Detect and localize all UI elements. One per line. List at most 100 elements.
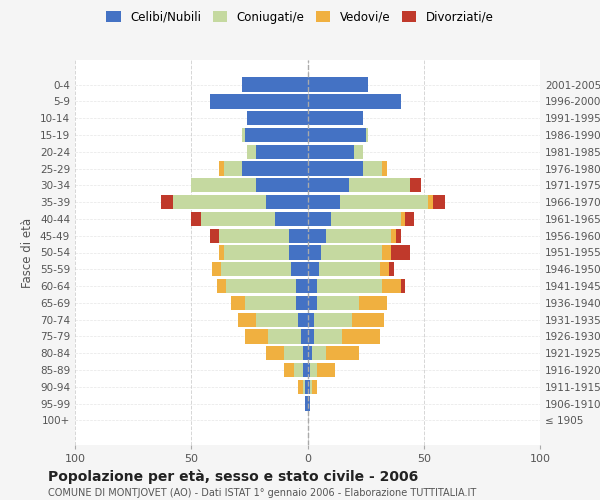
Bar: [268, 330, 301, 344]
Bar: [247, 111, 308, 126]
Bar: [191, 178, 256, 192]
Bar: [401, 212, 405, 226]
Bar: [308, 78, 368, 92]
Bar: [359, 296, 386, 310]
Bar: [382, 246, 391, 260]
Bar: [242, 162, 308, 175]
Bar: [210, 94, 308, 108]
Bar: [296, 296, 308, 310]
Bar: [405, 212, 415, 226]
Bar: [296, 279, 308, 293]
Bar: [275, 212, 308, 226]
Bar: [308, 212, 331, 226]
Bar: [349, 178, 410, 192]
Bar: [308, 94, 401, 108]
Bar: [219, 162, 224, 175]
Bar: [326, 346, 359, 360]
Bar: [298, 380, 303, 394]
Bar: [291, 262, 308, 276]
Bar: [340, 195, 428, 210]
Bar: [382, 279, 401, 293]
Bar: [312, 380, 317, 394]
Bar: [428, 195, 433, 210]
Bar: [308, 111, 364, 126]
Bar: [298, 312, 308, 327]
Bar: [308, 296, 317, 310]
Bar: [289, 246, 308, 260]
Bar: [352, 312, 384, 327]
Bar: [210, 228, 219, 243]
Bar: [308, 380, 310, 394]
Bar: [173, 195, 266, 210]
Bar: [212, 262, 221, 276]
Bar: [314, 330, 343, 344]
Bar: [389, 262, 394, 276]
Bar: [289, 228, 308, 243]
Bar: [308, 246, 322, 260]
Bar: [308, 178, 349, 192]
Bar: [308, 228, 326, 243]
Bar: [401, 279, 405, 293]
Bar: [365, 128, 368, 142]
Bar: [224, 246, 289, 260]
Bar: [322, 246, 382, 260]
Bar: [161, 195, 173, 210]
Bar: [256, 178, 308, 192]
Y-axis label: Fasce di età: Fasce di età: [22, 218, 34, 288]
Bar: [303, 380, 305, 394]
Bar: [293, 363, 303, 377]
Bar: [410, 178, 421, 192]
Bar: [231, 296, 245, 310]
Text: COMUNE DI MONTJOVET (AO) - Dati ISTAT 1° gennaio 2006 - Elaborazione TUTTITALIA.: COMUNE DI MONTJOVET (AO) - Dati ISTAT 1°…: [48, 488, 476, 498]
Bar: [256, 312, 298, 327]
Bar: [310, 363, 317, 377]
Bar: [221, 262, 291, 276]
Bar: [305, 396, 308, 410]
Bar: [312, 346, 326, 360]
Bar: [301, 330, 308, 344]
Bar: [303, 346, 308, 360]
Bar: [308, 128, 365, 142]
Bar: [308, 363, 310, 377]
Bar: [308, 195, 340, 210]
Bar: [245, 296, 296, 310]
Bar: [245, 128, 308, 142]
Bar: [303, 363, 308, 377]
Bar: [396, 228, 401, 243]
Bar: [219, 228, 289, 243]
Bar: [200, 212, 275, 226]
Bar: [224, 162, 242, 175]
Bar: [354, 144, 364, 159]
Bar: [308, 144, 354, 159]
Bar: [219, 246, 224, 260]
Bar: [343, 330, 380, 344]
Bar: [391, 228, 396, 243]
Bar: [284, 363, 293, 377]
Bar: [319, 262, 380, 276]
Bar: [191, 212, 200, 226]
Bar: [331, 212, 401, 226]
Bar: [242, 78, 308, 92]
Bar: [226, 279, 296, 293]
Bar: [308, 279, 317, 293]
Bar: [317, 296, 359, 310]
Bar: [247, 144, 256, 159]
Bar: [308, 162, 364, 175]
Bar: [238, 312, 256, 327]
Bar: [391, 246, 410, 260]
Bar: [317, 363, 335, 377]
Bar: [305, 380, 308, 394]
Bar: [308, 312, 314, 327]
Bar: [245, 330, 268, 344]
Bar: [242, 128, 245, 142]
Bar: [433, 195, 445, 210]
Bar: [308, 262, 319, 276]
Text: Popolazione per età, sesso e stato civile - 2006: Popolazione per età, sesso e stato civil…: [48, 470, 418, 484]
Bar: [266, 346, 284, 360]
Bar: [380, 262, 389, 276]
Bar: [217, 279, 226, 293]
Bar: [314, 312, 352, 327]
Bar: [326, 228, 391, 243]
Bar: [256, 144, 308, 159]
Bar: [382, 162, 386, 175]
